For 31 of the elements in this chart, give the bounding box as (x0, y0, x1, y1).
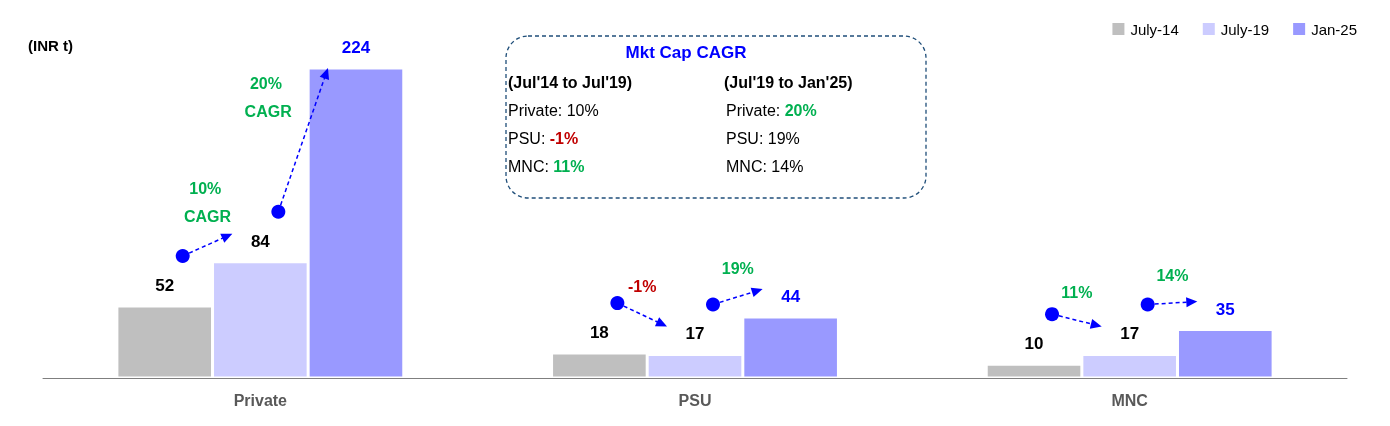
annotation: -1% (627, 278, 657, 296)
annotation: MNC: 14% (726, 157, 804, 175)
annotation: (Jul'19 to Jan'25) (724, 73, 853, 91)
annotation: (Jul'14 to Jul'19) (508, 73, 633, 91)
annotation: Private: 10% (508, 101, 599, 119)
data-label: 224 (341, 38, 371, 57)
annotation: MNC: 11% (508, 157, 585, 175)
annotation: Private: 20% (726, 101, 817, 119)
annotation: 20% CAGR (244, 75, 293, 121)
y-axis-title: (INR t) (28, 37, 73, 54)
data-label: 52 (155, 276, 175, 296)
annotation: 14% (1156, 266, 1189, 284)
annotation: 19% (721, 260, 754, 278)
x-tick-label: PSU (678, 391, 712, 409)
annotation: PSU: -1% (508, 129, 579, 147)
data-label: 17 (685, 324, 705, 344)
x-tick-label: MNC (1111, 391, 1149, 409)
data-label: 44 (781, 287, 801, 307)
x-tick-label: Private (233, 391, 288, 409)
data-label: 35 (1215, 299, 1235, 319)
data-label: 18 (589, 323, 609, 343)
text: Mkt Cap CAGR (625, 43, 747, 62)
data-label: 84 (250, 231, 271, 251)
annotation: PSU: 19% (726, 129, 800, 147)
annotation: 11% (1061, 283, 1093, 301)
annotation: 10% CAGR (183, 180, 232, 226)
data-label: 17 (1120, 324, 1140, 344)
legend-label: July-19 (1220, 20, 1270, 38)
legend-label: July-14 (1130, 20, 1179, 38)
data-label: 10 (1024, 334, 1044, 354)
legend-label: Jan-25 (1311, 20, 1358, 38)
